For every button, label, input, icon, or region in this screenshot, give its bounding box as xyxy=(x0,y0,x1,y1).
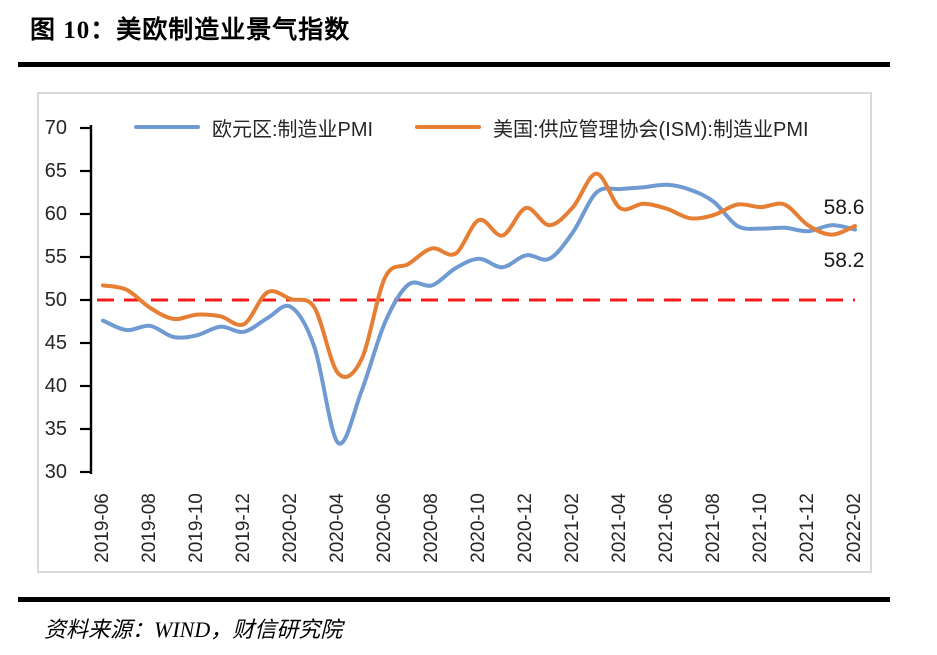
legend-label: 美国:供应管理协会(ISM):制造业PMI xyxy=(493,118,809,141)
y-tick-label: 40 xyxy=(44,375,67,397)
legend-item-0: 欧元区:制造业PMI xyxy=(134,115,374,141)
x-tick-label: 2019-06 xyxy=(92,493,113,563)
pmi-line-chart xyxy=(80,125,857,474)
series-line-1 xyxy=(101,171,857,379)
title-divider xyxy=(18,62,890,67)
legend-item-1: 美国:供应管理协会(ISM):制造业PMI xyxy=(415,115,809,141)
x-tick-label: 2022-02 xyxy=(844,493,865,563)
x-tick-label: 2020-02 xyxy=(280,493,301,563)
legend-line-swatch xyxy=(415,124,481,130)
footer-divider xyxy=(18,597,890,602)
legend-line-swatch xyxy=(134,124,200,130)
x-tick-label: 2020-12 xyxy=(515,493,536,563)
x-tick-label: 2021-10 xyxy=(750,493,771,563)
y-tick-label: 35 xyxy=(44,418,67,440)
y-tick-label: 50 xyxy=(44,289,67,311)
legend-label: 欧元区:制造业PMI xyxy=(212,118,374,141)
x-tick-label: 2019-10 xyxy=(186,493,207,563)
x-tick-label: 2021-04 xyxy=(609,493,630,563)
x-tick-label: 2020-06 xyxy=(374,493,395,563)
y-tick-label: 45 xyxy=(44,332,67,354)
x-tick-label: 2019-12 xyxy=(233,493,254,563)
source-note: 资料来源：WIND，财信研究院 xyxy=(44,617,343,642)
x-tick-label: 2021-12 xyxy=(797,493,818,563)
figure-title: 图 10：美欧制造业景气指数 xyxy=(30,17,351,44)
x-tick-label: 2021-08 xyxy=(703,493,724,563)
x-tick-label: 2019-08 xyxy=(139,493,160,563)
y-tick-label: 70 xyxy=(44,117,67,139)
y-tick-label: 65 xyxy=(44,160,67,182)
data-label-euro-pmi: 58.2 xyxy=(823,249,865,272)
x-tick-label: 2021-06 xyxy=(656,493,677,563)
x-tick-label: 2020-08 xyxy=(421,493,442,563)
chart-container: 欧元区:制造业PMI 美国:供应管理协会(ISM):制造业PMI 70 65 60 55… xyxy=(37,92,872,573)
y-tick-label: 30 xyxy=(44,461,67,483)
data-label-us-pmi: 58.6 xyxy=(823,196,865,219)
x-tick-label: 2021-02 xyxy=(562,493,583,563)
x-tick-label: 2020-04 xyxy=(327,493,348,563)
x-tick-label: 2020-10 xyxy=(468,493,489,563)
y-tick-label: 55 xyxy=(44,246,67,268)
chart-legend: 欧元区:制造业PMI 美国:供应管理协会(ISM):制造业PMI xyxy=(39,115,870,141)
y-tick-label: 60 xyxy=(44,203,67,225)
series-line-0 xyxy=(101,182,857,446)
